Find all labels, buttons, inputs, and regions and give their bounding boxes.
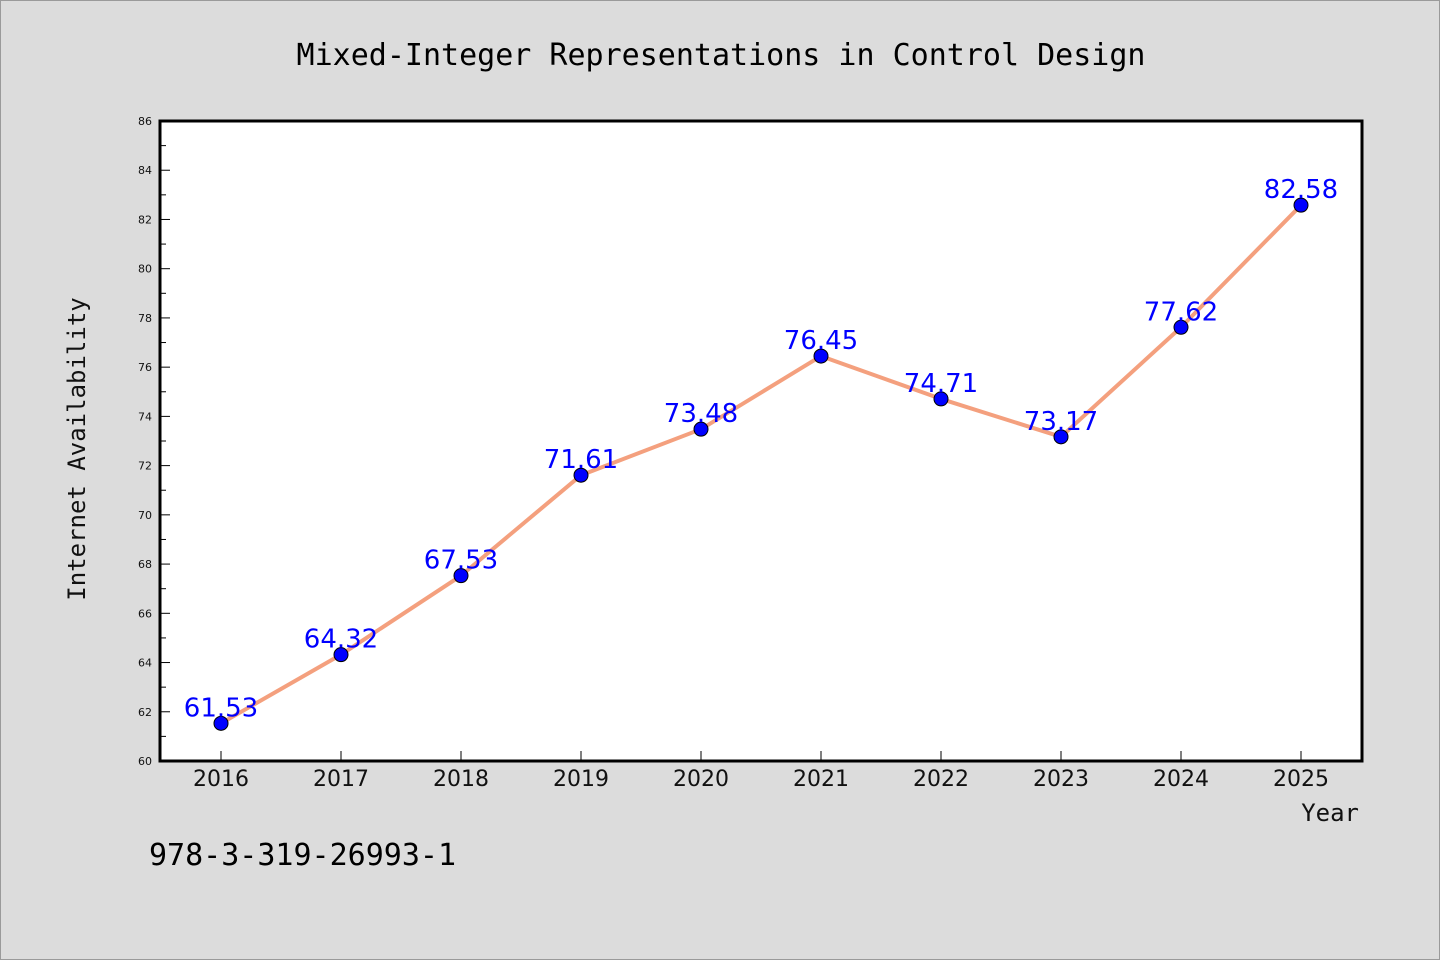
y-tick-label: 80	[138, 263, 152, 276]
data-point	[213, 715, 229, 731]
data-point	[933, 391, 949, 407]
chart-title: Mixed-Integer Representations in Control…	[297, 38, 1146, 73]
isbn-text: 978-3-319-26993-1	[149, 838, 456, 873]
plot-area	[160, 121, 1362, 761]
data-point	[573, 467, 589, 483]
y-tick-label: 64	[138, 657, 152, 670]
y-axis-title: Internet Availability	[63, 297, 91, 600]
y-axis: 60 62 64 66 68 70 72 74 76 78 80 82 84 86	[138, 115, 170, 768]
data-label: 67.53	[424, 546, 498, 576]
x-tick-label: 2018	[433, 767, 489, 792]
data-labels: 61.53 64.32 67.53 71.61 73.48 76.45 74.71 73.17…	[184, 175, 1338, 723]
y-tick-label: 74	[138, 410, 152, 423]
y-tick-label: 72	[138, 460, 152, 473]
x-tick-label: 2016	[193, 767, 249, 792]
y-tick-label: 68	[138, 558, 152, 571]
data-point	[333, 647, 349, 663]
data-label: 61.53	[184, 693, 258, 723]
data-label: 64.32	[304, 625, 378, 655]
series-markers	[213, 197, 1309, 731]
y-tick-label: 60	[138, 755, 152, 768]
y-tick-label: 62	[138, 706, 152, 719]
data-label: 73.48	[664, 399, 738, 429]
x-tick-label: 2023	[1033, 767, 1089, 792]
y-tick-label: 78	[138, 312, 152, 325]
data-point	[693, 421, 709, 437]
data-point	[1173, 319, 1189, 335]
y-tick-label: 86	[138, 115, 152, 128]
data-label: 76.45	[784, 326, 858, 356]
x-tick-label: 2024	[1153, 767, 1209, 792]
y-tick-label: 84	[138, 164, 152, 177]
x-axis: 2016 2017 2018 2019 2020 2021 2022 2023 2024 2025	[193, 751, 1329, 792]
data-label: 73.17	[1024, 407, 1098, 437]
data-label: 74.71	[904, 369, 978, 399]
x-tick-label: 2025	[1273, 767, 1329, 792]
data-point	[1053, 429, 1069, 445]
x-tick-label: 2022	[913, 767, 969, 792]
y-tick-label: 66	[138, 607, 152, 620]
x-tick-label: 2017	[313, 767, 369, 792]
data-label: 77.62	[1144, 297, 1218, 327]
x-tick-label: 2020	[673, 767, 729, 792]
x-axis-title: Year	[1301, 799, 1359, 827]
plot-frame	[158, 119, 1364, 763]
y-tick-label: 76	[138, 361, 152, 374]
series-line	[220, 203, 1303, 726]
x-tick-label: 2019	[553, 767, 609, 792]
y-tick-label: 82	[138, 213, 152, 226]
x-tick-label: 2021	[793, 767, 849, 792]
data-label: 82.58	[1264, 175, 1338, 205]
data-point	[453, 568, 469, 584]
data-point	[1293, 197, 1309, 213]
y-tick-label: 70	[138, 509, 152, 522]
data-label: 71.61	[544, 445, 618, 475]
data-point	[813, 348, 829, 364]
